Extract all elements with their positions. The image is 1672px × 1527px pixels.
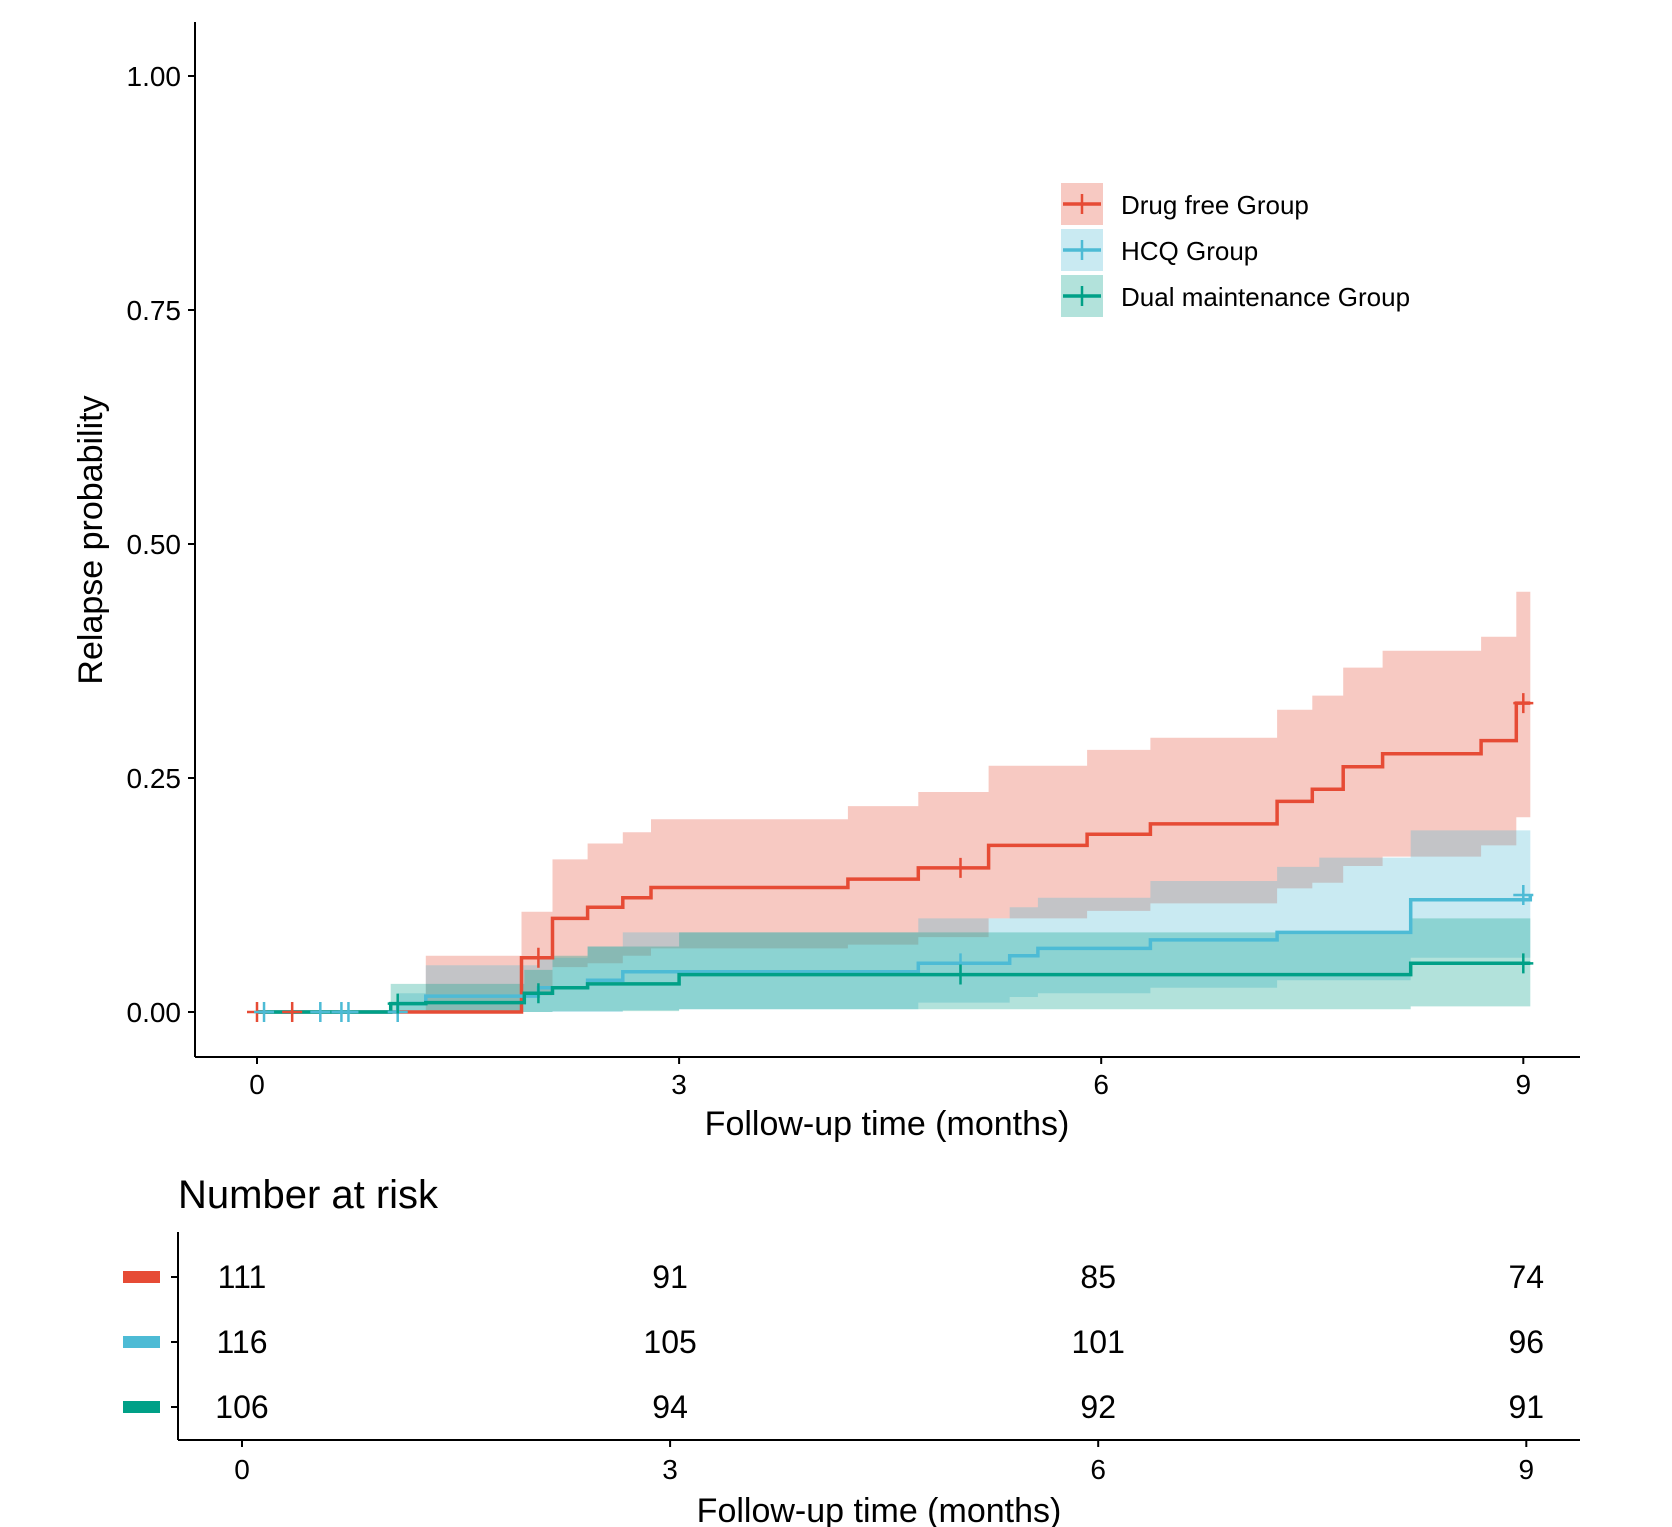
legend: Drug free Group HCQ Group Dual maintenance… — [1061, 183, 1410, 317]
legend-label-1: HCQ Group — [1121, 236, 1258, 266]
censor-mark-0-1 — [282, 1002, 303, 1022]
risk-value-1-1: 105 — [643, 1324, 696, 1360]
risk-table-x-axis-title: Follow-up time (months) — [697, 1492, 1062, 1527]
y-tick-label-2: 0.50 — [127, 529, 182, 560]
x-tick-label-0: 0 — [249, 1069, 265, 1100]
risk-table-x-ticks: 0 3 6 9 — [234, 1440, 1534, 1485]
x-tick-label-1: 3 — [671, 1069, 687, 1100]
risk-table-rows: 111 91 85 74 116 105 101 96 106 94 92 91 — [123, 1259, 1544, 1425]
curve-2 — [257, 961, 1531, 1014]
x-tick-label-3: 9 — [1516, 1069, 1532, 1100]
y-tick-label-1: 0.25 — [127, 763, 182, 794]
y-axis-title: Relapse probability — [72, 395, 110, 684]
risk-x-tick-label-0: 0 — [234, 1454, 250, 1485]
ci-bands — [257, 591, 1531, 1012]
risk-value-1-0: 116 — [216, 1324, 267, 1360]
risk-value-0-2: 85 — [1080, 1259, 1116, 1295]
y-tick-label-0: 0.00 — [127, 997, 182, 1028]
risk-x-tick-label-3: 9 — [1519, 1454, 1535, 1485]
risk-value-1-3: 96 — [1509, 1324, 1545, 1360]
censor-mark-0-3 — [950, 857, 971, 878]
censor-mark-2-3 — [1513, 953, 1534, 974]
risk-row-2: 106 94 92 91 — [123, 1389, 1544, 1425]
risk-row-swatch-2 — [123, 1401, 160, 1413]
y-tick-label-3: 0.75 — [127, 295, 182, 326]
legend-item-2: Dual maintenance Group — [1061, 275, 1410, 317]
risk-row-0: 111 91 85 74 — [123, 1259, 1544, 1295]
y-tick-label-4: 1.00 — [127, 61, 182, 92]
censor-mark-0-2 — [528, 947, 549, 968]
curve-0 — [257, 701, 1531, 1014]
risk-row-1: 116 105 101 96 — [123, 1324, 1544, 1360]
risk-table-title: Number at risk — [178, 1173, 439, 1217]
censor-mark-1-3 — [338, 1002, 359, 1022]
risk-value-2-1: 94 — [652, 1389, 688, 1425]
curve-1 — [257, 895, 1533, 1014]
risk-value-0-0: 111 — [218, 1259, 267, 1295]
km-plot: 0.00 0.25 0.50 0.75 1.00 0 3 6 9 Follow-up time… — [72, 22, 1580, 1143]
ci-band-0 — [257, 591, 1531, 1012]
y-ticks: 0.00 0.25 0.50 0.75 1.00 — [127, 61, 195, 1028]
risk-value-0-1: 91 — [652, 1259, 688, 1295]
survival-curves — [257, 701, 1533, 1014]
risk-value-2-0: 106 — [215, 1389, 268, 1425]
censor-mark-1-0 — [254, 1002, 275, 1022]
legend-label-2: Dual maintenance Group — [1121, 282, 1410, 312]
risk-value-1-2: 101 — [1072, 1324, 1125, 1360]
censor-mark-2-0 — [387, 993, 408, 1014]
legend-label-0: Drug free Group — [1121, 190, 1309, 220]
risk-x-tick-label-2: 6 — [1090, 1454, 1106, 1485]
x-ticks: 0 3 6 9 — [249, 1057, 1531, 1100]
risk-value-2-3: 91 — [1509, 1389, 1545, 1425]
legend-item-0: Drug free Group — [1061, 183, 1309, 225]
risk-x-tick-label-1: 3 — [662, 1454, 678, 1485]
censor-mark-1-6 — [1513, 885, 1534, 905]
risk-value-0-3: 74 — [1509, 1259, 1545, 1295]
censor-mark-0-4 — [1513, 693, 1534, 714]
x-axis-title: Follow-up time (months) — [705, 1105, 1070, 1143]
censor-marks — [247, 693, 1534, 1022]
censor-mark-2-1 — [528, 983, 549, 1004]
censor-mark-1-1 — [310, 1002, 331, 1022]
risk-value-2-2: 92 — [1080, 1389, 1116, 1425]
censor-mark-2-2 — [950, 964, 971, 985]
legend-item-1: HCQ Group — [1061, 229, 1258, 271]
ci-band-1 — [257, 829, 1531, 1012]
risk-row-swatch-0 — [123, 1271, 160, 1283]
risk-row-swatch-1 — [123, 1336, 160, 1348]
plot-axes — [194, 22, 1580, 1058]
x-tick-label-2: 6 — [1093, 1069, 1109, 1100]
